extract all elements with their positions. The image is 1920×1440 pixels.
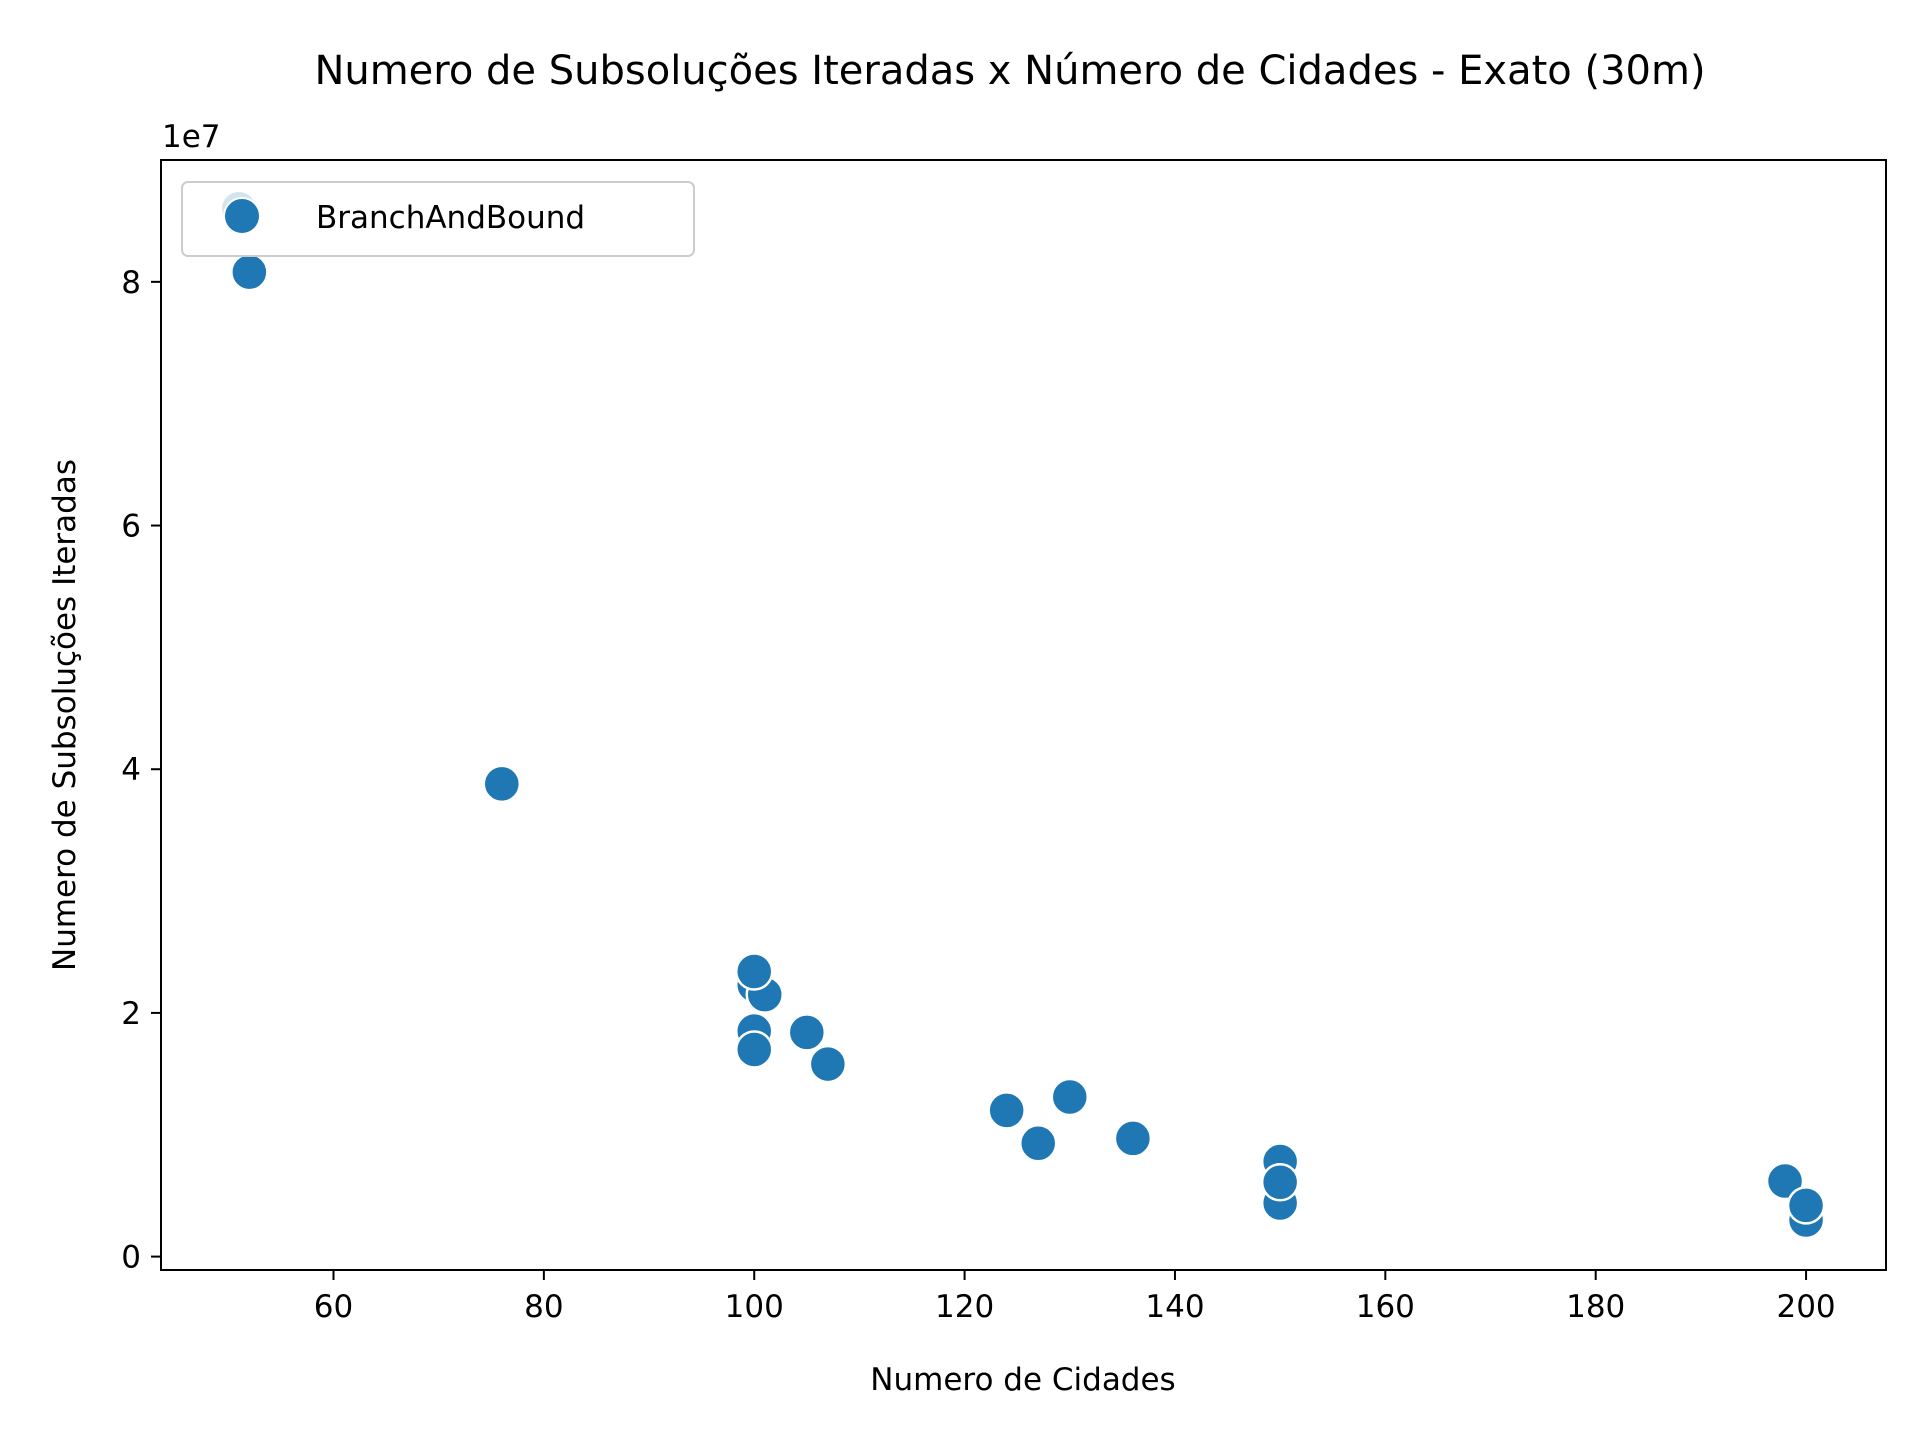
data-point xyxy=(1786,1186,1826,1225)
x-tick-label: 140 xyxy=(1145,1289,1204,1325)
chart-title: Numero de Subsoluções Iteradas x Número … xyxy=(314,48,1705,94)
y-axis-offset-label: 1e7 xyxy=(162,119,221,155)
data-point xyxy=(482,764,522,804)
x-axis-label: Numero de Cidades xyxy=(870,1362,1175,1398)
legend-label: BranchAndBound xyxy=(316,200,585,236)
x-tick-label: 180 xyxy=(1566,1289,1625,1325)
data-point xyxy=(787,1013,827,1052)
data-point xyxy=(734,952,774,991)
data-point xyxy=(1018,1124,1058,1163)
y-tick-label: 8 xyxy=(121,265,141,301)
data-point xyxy=(1260,1163,1300,1202)
data-point xyxy=(987,1091,1026,1130)
data-point xyxy=(1113,1119,1153,1158)
data-point xyxy=(1050,1077,1090,1117)
x-tick-label: 160 xyxy=(1356,1289,1415,1325)
x-tick-label: 120 xyxy=(935,1289,994,1325)
data-points xyxy=(219,189,1826,1240)
data-point xyxy=(734,1030,774,1069)
data-point xyxy=(808,1044,848,1084)
data-point xyxy=(230,252,269,292)
x-tick-label: 80 xyxy=(524,1289,563,1325)
y-tick-label: 4 xyxy=(121,752,141,788)
legend-box xyxy=(181,181,695,257)
x-tick-label: 200 xyxy=(1776,1289,1835,1325)
legend-marker xyxy=(223,197,261,235)
plot-area-frame xyxy=(160,159,1887,1271)
y-axis-label: Numero de Subsoluções Iteradas xyxy=(47,459,83,971)
y-tick-label: 0 xyxy=(121,1240,141,1276)
x-tick-label: 100 xyxy=(725,1289,784,1325)
y-tick-label: 6 xyxy=(121,509,141,545)
axis-ticks: 60 80 100 120 140 160 180 200 0 2 4 6 8 xyxy=(121,265,1835,1325)
legend: BranchAndBound xyxy=(181,181,695,257)
data-point xyxy=(1765,1161,1805,1201)
x-tick-label: 60 xyxy=(314,1289,353,1325)
y-tick-label: 2 xyxy=(121,996,141,1032)
